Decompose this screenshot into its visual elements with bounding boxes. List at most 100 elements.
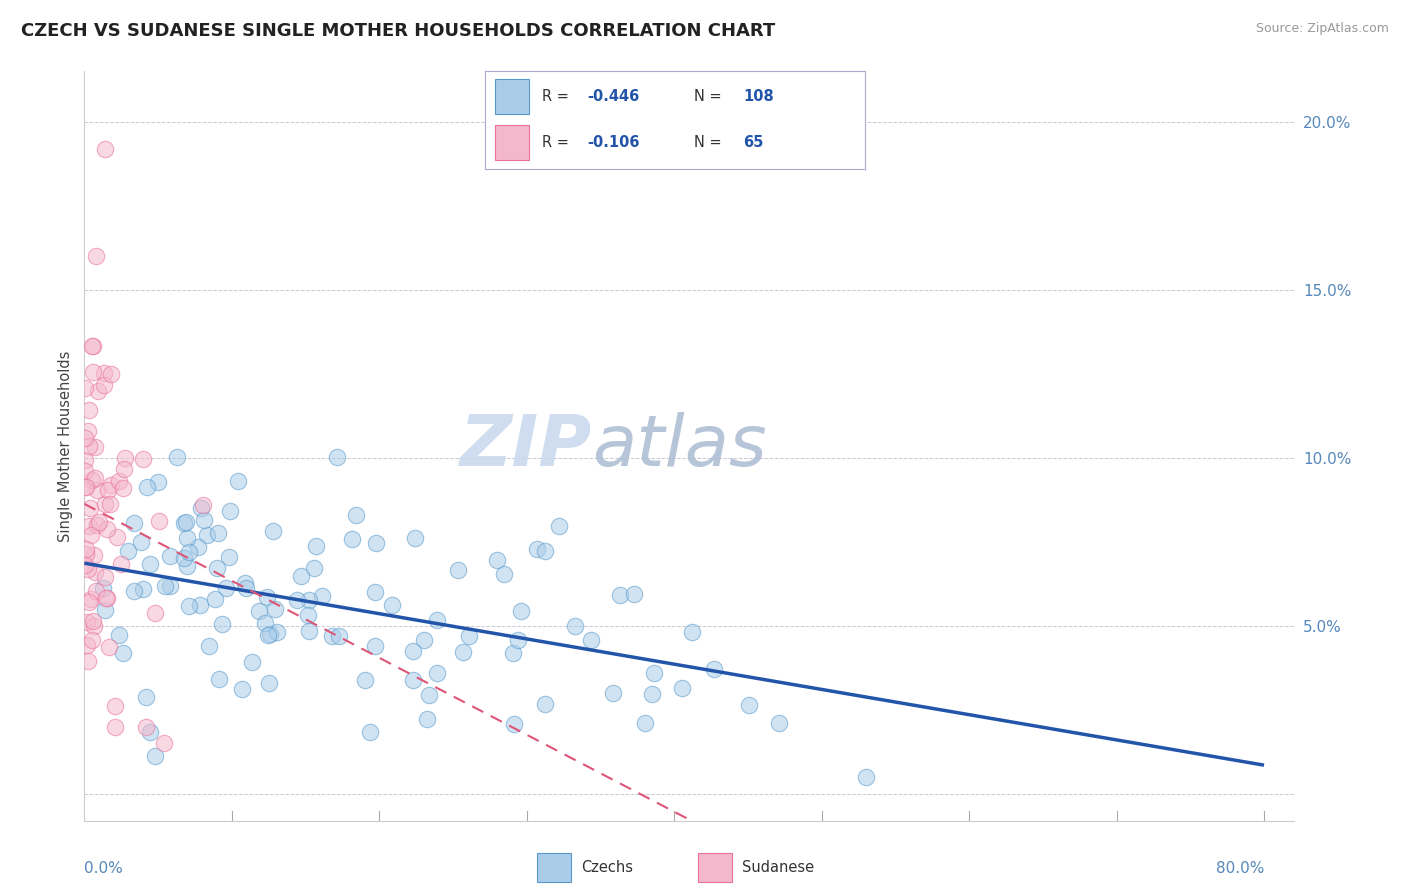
Point xyxy=(75,542,97,557)
Point xyxy=(93,366,115,380)
Text: atlas: atlas xyxy=(592,411,766,481)
Point xyxy=(80,339,103,353)
FancyBboxPatch shape xyxy=(699,854,733,881)
Text: N =: N = xyxy=(695,89,725,103)
Point xyxy=(641,687,664,701)
Point xyxy=(526,541,548,556)
Point xyxy=(77,562,100,576)
Point xyxy=(105,530,128,544)
Point xyxy=(77,424,100,438)
Point xyxy=(94,569,117,583)
Point xyxy=(364,536,387,550)
Point xyxy=(153,736,176,750)
Point xyxy=(80,528,103,542)
FancyBboxPatch shape xyxy=(537,854,571,881)
Point xyxy=(80,592,103,607)
Point xyxy=(247,604,270,618)
Point xyxy=(364,585,387,599)
Point xyxy=(75,431,97,445)
Point xyxy=(176,531,198,545)
Text: R =: R = xyxy=(541,135,574,150)
Point xyxy=(564,618,586,632)
Point xyxy=(82,614,104,628)
Point xyxy=(148,514,170,528)
Point xyxy=(166,450,188,464)
Point xyxy=(492,566,515,581)
Point xyxy=(84,249,107,263)
Point xyxy=(402,644,425,658)
Point xyxy=(79,501,101,516)
Point xyxy=(240,655,263,669)
Point xyxy=(426,666,449,681)
Point xyxy=(404,531,426,545)
Point xyxy=(503,717,526,731)
Point xyxy=(122,516,145,530)
Point xyxy=(266,624,288,639)
Point xyxy=(75,547,97,561)
Point xyxy=(97,483,120,497)
Point xyxy=(426,613,449,627)
Point xyxy=(190,501,212,516)
Point xyxy=(198,639,221,653)
Point xyxy=(173,550,195,565)
Point xyxy=(80,473,103,487)
Point xyxy=(207,525,229,540)
Point xyxy=(110,558,132,572)
Point xyxy=(87,384,110,398)
Point xyxy=(75,480,97,494)
Text: Source: ZipAtlas.com: Source: ZipAtlas.com xyxy=(1256,22,1389,36)
Point xyxy=(188,598,211,612)
Point xyxy=(671,681,693,695)
Point xyxy=(855,770,877,784)
Point xyxy=(114,450,136,465)
Point xyxy=(738,698,761,712)
Point xyxy=(263,601,285,615)
Point xyxy=(326,450,349,464)
Point xyxy=(86,517,108,532)
Point xyxy=(111,481,134,495)
Point xyxy=(82,365,104,379)
Point xyxy=(259,627,281,641)
Point xyxy=(93,377,115,392)
Point xyxy=(502,646,524,660)
Point xyxy=(96,591,118,605)
Point xyxy=(354,673,377,687)
Point xyxy=(285,593,308,607)
Text: -0.106: -0.106 xyxy=(588,135,640,150)
Point xyxy=(534,697,557,711)
Point xyxy=(173,516,195,531)
Point xyxy=(94,591,117,606)
Point xyxy=(77,595,100,609)
Point xyxy=(94,497,117,511)
Point xyxy=(129,534,152,549)
Point xyxy=(256,591,278,605)
Point xyxy=(211,617,233,632)
Point xyxy=(159,549,181,563)
Point xyxy=(100,478,122,492)
Point xyxy=(83,549,105,563)
Point xyxy=(111,646,134,660)
Point xyxy=(363,639,385,653)
Point xyxy=(86,584,108,599)
Point xyxy=(108,475,131,489)
Point xyxy=(506,632,529,647)
Point xyxy=(451,645,474,659)
Point xyxy=(187,540,209,554)
Point xyxy=(262,524,284,539)
Point xyxy=(415,712,437,726)
Point xyxy=(94,603,117,617)
Point xyxy=(509,603,531,617)
Point xyxy=(768,716,790,731)
Point xyxy=(231,681,253,696)
Point xyxy=(76,639,98,653)
Point xyxy=(75,558,97,572)
Point xyxy=(135,690,157,705)
Point xyxy=(191,498,214,512)
Point xyxy=(79,519,101,533)
Point xyxy=(75,453,97,467)
Y-axis label: Single Mother Households: Single Mother Households xyxy=(58,351,73,541)
Point xyxy=(218,549,240,564)
Point xyxy=(94,142,117,156)
Point xyxy=(381,598,404,612)
Point xyxy=(103,699,125,714)
